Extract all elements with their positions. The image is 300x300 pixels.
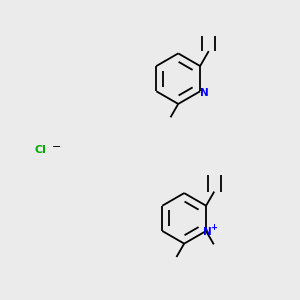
Text: Cl: Cl xyxy=(34,145,46,155)
Text: +: + xyxy=(210,223,217,232)
Text: N: N xyxy=(203,227,212,238)
Text: N: N xyxy=(200,88,208,98)
Text: −: − xyxy=(52,142,61,152)
